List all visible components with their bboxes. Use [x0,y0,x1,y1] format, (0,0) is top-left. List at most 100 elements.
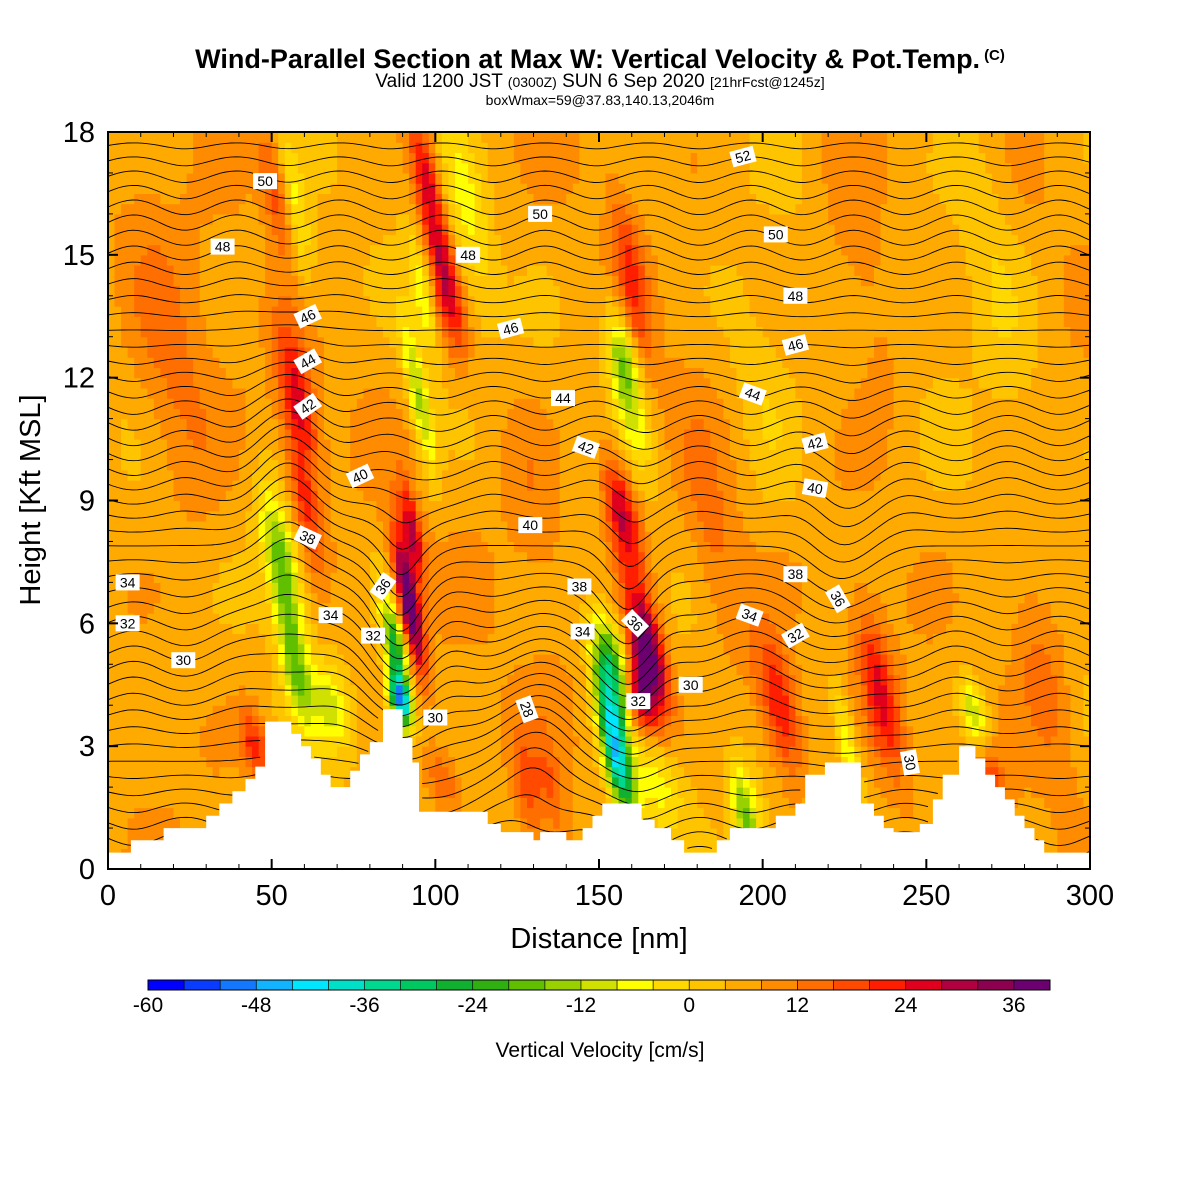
velocity-cell [376,132,384,143]
velocity-cell [317,715,325,727]
velocity-cell [448,162,456,174]
velocity-cell [127,254,135,266]
velocity-cell [553,510,561,522]
velocity-cell [297,592,305,604]
velocity-cell [422,265,430,276]
velocity-cell [180,326,188,338]
velocity-cell [500,735,508,747]
velocity-cell [114,387,122,399]
velocity-cell [225,715,233,727]
velocity-cell [441,735,449,747]
velocity-cell [284,162,292,174]
velocity-cell [225,387,233,399]
velocity-cell [265,336,273,348]
velocity-cell [271,244,279,256]
velocity-cell [481,398,489,409]
velocity-cell [507,746,515,757]
velocity-cell [376,213,384,225]
velocity-cell [180,439,188,450]
velocity-cell [173,521,181,532]
velocity-cell [153,725,161,737]
velocity-cell [455,746,463,757]
velocity-cell [422,275,430,287]
velocity-cell [153,664,161,676]
velocity-cell [507,142,515,153]
velocity-cell [193,531,201,542]
velocity-cell [487,623,495,635]
velocity-cell [153,592,161,604]
velocity-cell [481,408,489,420]
velocity-cell [356,418,364,430]
velocity-cell [140,357,148,368]
velocity-cell [310,664,318,676]
velocity-cell [278,633,286,645]
velocity-cell [317,203,325,215]
velocity-cell [108,490,116,502]
velocity-cell [520,500,528,512]
velocity-cell [121,766,129,778]
velocity-cell [428,285,436,297]
velocity-cell [350,398,358,409]
velocity-cell [324,654,332,665]
velocity-cell [363,172,371,184]
velocity-cell [461,715,469,727]
velocity-cell [448,326,456,338]
velocity-cell [317,654,325,665]
velocity-cell [114,183,122,194]
valid-line: Valid 1200 JST (0300Z) SUN 6 Sep 2020 [2… [0,71,1200,93]
velocity-cell [265,664,273,676]
velocity-cell [278,387,286,399]
velocity-cell [553,203,561,215]
velocity-cell [317,193,325,205]
velocity-cell [468,582,476,594]
velocity-cell [310,582,318,594]
velocity-cell [324,541,332,553]
velocity-cell [199,695,207,706]
velocity-cell [448,531,456,542]
velocity-cell [153,183,161,194]
velocity-cell [127,510,135,522]
velocity-cell [271,254,279,266]
velocity-cell [546,387,554,399]
velocity-cell [363,602,371,614]
velocity-cell [343,449,351,461]
velocity-cell [527,336,535,348]
velocity-cell [461,582,469,594]
velocity-cell [186,244,194,256]
velocity-cell [546,674,554,686]
velocity-cell [199,725,207,737]
velocity-cell [389,695,397,706]
velocity-cell [396,244,404,256]
velocity-cell [245,674,253,686]
velocity-cell [448,132,456,143]
velocity-cell [252,715,260,727]
velocity-cell [291,521,299,532]
velocity-cell [468,643,476,655]
velocity-cell [448,244,456,256]
velocity-cell [252,654,260,665]
velocity-cell [363,132,371,143]
velocity-cell [520,602,528,614]
velocity-cell [134,162,142,174]
velocity-cell [402,684,410,696]
velocity-cell [212,306,220,317]
velocity-cell [513,807,521,819]
velocity-cell [409,551,417,563]
velocity-cell [396,306,404,317]
velocity-cell [415,387,423,399]
velocity-cell [494,623,502,635]
velocity-cell [147,152,155,164]
velocity-cell [245,725,253,737]
velocity-cell [147,756,155,768]
velocity-cell [212,172,220,184]
velocity-cell [310,500,318,512]
velocity-cell [317,367,325,379]
velocity-cell [540,254,548,266]
velocity-cell [546,705,554,716]
velocity-cell [297,633,305,645]
velocity-cell [389,459,397,471]
velocity-cell [134,265,142,276]
velocity-cell [317,551,325,563]
velocity-cell [527,602,535,614]
velocity-cell [350,705,358,716]
